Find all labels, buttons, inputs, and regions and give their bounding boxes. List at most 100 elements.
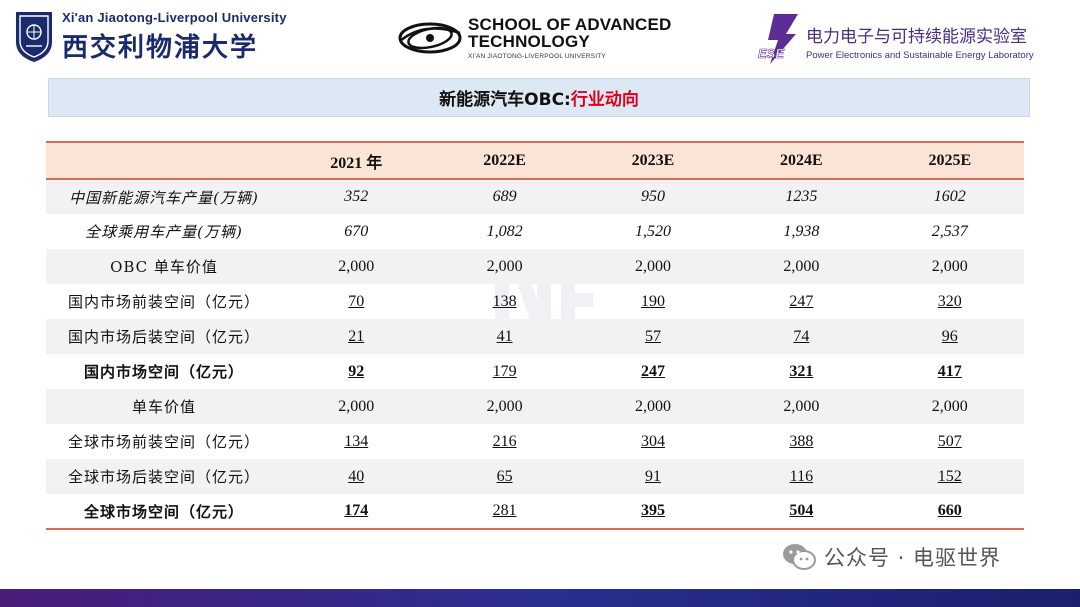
row-label: 国内市场后装空间（亿元） (67, 328, 260, 346)
table-cell: 670 (344, 222, 369, 240)
watermark-icon (495, 258, 599, 342)
table-row: 全球市场空间（亿元） 174 281 395 504 660 (46, 494, 1024, 529)
ese-english-name: Power Electronics and Sustainable Energy… (806, 50, 1034, 61)
column-header: 2023E (631, 151, 675, 169)
sat-swirl-icon (398, 22, 462, 54)
table-cell: 395 (640, 502, 665, 519)
table-cell: 2,537 (931, 222, 968, 240)
row-label: 单车价值 (131, 398, 196, 416)
table-cell: 70 (348, 292, 365, 310)
slide-title: 新能源汽车OBC: 行业动向 (48, 78, 1030, 117)
row-label: 国内市场前装空间（亿元） (67, 293, 260, 311)
row-label: 全球市场后装空间（亿元） (67, 468, 260, 486)
obc-market-table: 2021 年 2022E 2023E 2024E 2025E 中国新能源汽车产量… (46, 141, 1024, 530)
table-cell: 504 (789, 502, 814, 519)
wechat-account-badge: 公众号 · 电驱世界 (782, 542, 1001, 572)
row-label: 全球乘用车产量(万辆) (85, 223, 243, 241)
table-cell: 1,082 (486, 222, 523, 240)
ese-logo-text: ESE (758, 46, 784, 61)
table-cell: 2,000 (634, 257, 671, 275)
table-cell: 2,000 (931, 397, 968, 415)
slide-header: Xi'an Jiaotong-Liverpool University 西交利物… (0, 0, 1080, 72)
sat-title-line2: TECHNOLOGY (468, 32, 590, 51)
table-cell: 304 (640, 432, 665, 450)
table-row: OBC 单车价值 2,000 2,000 2,000 2,000 2,000 (46, 249, 1024, 284)
table-cell: 2,000 (338, 397, 375, 415)
table-cell: 174 (344, 502, 369, 519)
table-cell: 21 (348, 327, 365, 345)
column-header: 2021 年 (330, 154, 383, 172)
table-cell: 660 (937, 502, 962, 519)
header-corner (46, 142, 282, 179)
university-crest-icon (16, 12, 52, 62)
table-cell: 92 (348, 362, 365, 380)
table-cell: 40 (348, 467, 365, 485)
row-label: 国内市场空间（亿元） (83, 363, 244, 381)
table-cell: 152 (937, 467, 962, 485)
table-row: 全球市场前装空间（亿元） 134 216 304 388 507 (46, 424, 1024, 459)
table-cell: 116 (789, 467, 814, 485)
xjtlu-english-name: Xi'an Jiaotong-Liverpool University (62, 10, 287, 25)
bottom-bar (0, 589, 1080, 607)
slide-title-highlight: 行业动向 (570, 90, 639, 110)
table-cell: 417 (937, 362, 962, 380)
table-row: 国内市场后装空间（亿元） 21 41 57 74 96 (46, 319, 1024, 354)
row-label: 全球市场前装空间（亿元） (67, 433, 260, 451)
table-cell: 1,938 (783, 222, 820, 240)
table-cell: 41 (496, 327, 513, 345)
table-cell: 689 (492, 188, 517, 205)
table-cell: 138 (492, 292, 517, 310)
table-cell: 1602 (933, 188, 966, 205)
table-cell: 2,000 (338, 257, 375, 275)
table-row: 国内市场空间（亿元） 92 179 247 321 417 (46, 354, 1024, 389)
table-cell: 281 (492, 502, 517, 519)
table-cell: 96 (941, 327, 958, 345)
ese-chinese-name: 电力电子与可持续能源实验室 (806, 27, 1027, 47)
table-cell: 190 (640, 292, 665, 310)
table-cell: 388 (789, 432, 814, 450)
table-cell: 74 (793, 327, 810, 345)
table-row: 单车价值 2,000 2,000 2,000 2,000 2,000 (46, 389, 1024, 424)
column-header: 2025E (928, 151, 972, 169)
table-row: 全球市场后装空间（亿元） 40 65 91 116 152 (46, 459, 1024, 494)
wechat-account-name: 公众号 · 电驱世界 (824, 546, 1002, 570)
slide-title-main: 新能源汽车OBC: (439, 90, 571, 110)
table-cell: 179 (492, 362, 517, 380)
table-cell: 2,000 (486, 257, 523, 275)
table-cell: 320 (937, 292, 962, 310)
table-row: 中国新能源汽车产量(万辆) 352 689 950 1235 1602 (46, 179, 1024, 214)
table-cell: 91 (644, 467, 661, 485)
row-label: 中国新能源汽车产量(万辆) (69, 188, 259, 207)
table-cell: 507 (937, 432, 962, 450)
table-cell: 2,000 (783, 397, 820, 415)
column-header: 2022E (483, 151, 526, 169)
column-header: 2024E (780, 151, 823, 169)
table-cell: 2,000 (783, 257, 820, 275)
table-cell: 2,000 (931, 257, 968, 275)
table-cell: 1235 (785, 188, 818, 205)
table-cell: 1,520 (634, 222, 671, 240)
sat-subtitle: XI'AN JIAOTONG-LIVERPOOL UNIVERSITY (468, 53, 606, 60)
table-cell: 134 (344, 432, 369, 450)
table-header-row: 2021 年 2022E 2023E 2024E 2025E (46, 142, 1024, 179)
wechat-icon (783, 544, 816, 570)
table-row: 全球乘用车产量(万辆) 670 1,082 1,520 1,938 2,537 (46, 214, 1024, 249)
table-cell: 247 (640, 362, 665, 380)
table-cell: 950 (640, 188, 665, 205)
table-cell: 216 (492, 432, 517, 450)
ese-lab-logo: ESE 电力电子与可持续能源实验室 Power Electronics and … (756, 12, 1034, 66)
table-row: 国内市场前装空间（亿元） 70 138 190 247 320 (46, 284, 1024, 319)
table-cell: 2,000 (634, 397, 671, 415)
row-label: OBC 单车价值 (110, 258, 218, 276)
table-cell: 65 (496, 467, 513, 485)
table-cell: 352 (344, 188, 369, 205)
xjtlu-chinese-name: 西交利物浦大学 (62, 33, 259, 63)
table-cell: 247 (789, 292, 814, 310)
sat-logo: SCHOOL OF ADVANCED TECHNOLOGY XI'AN JIAO… (394, 16, 672, 60)
lightning-bolt-icon: ESE (758, 14, 798, 64)
xjtlu-logo: Xi'an Jiaotong-Liverpool University 西交利物… (14, 10, 287, 64)
sat-title-line1: SCHOOL OF ADVANCED (468, 15, 672, 34)
table-cell: 321 (789, 362, 814, 380)
row-label: 全球市场空间（亿元） (83, 502, 244, 521)
table-cell: 2,000 (486, 397, 523, 415)
